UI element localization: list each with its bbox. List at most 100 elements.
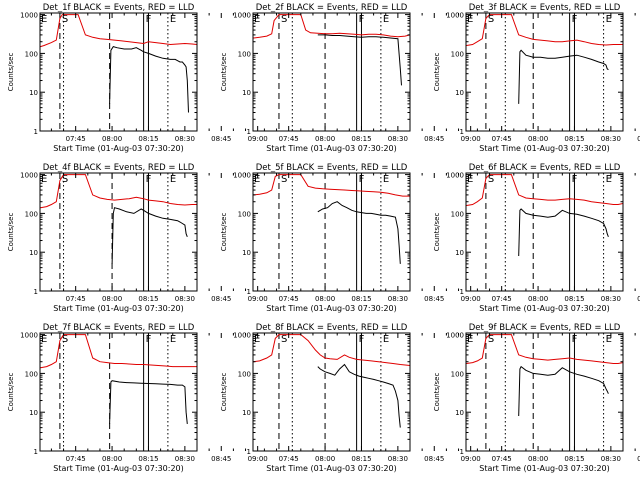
y-tick-label: 1 — [247, 448, 251, 456]
y-tick-label: 100 — [25, 210, 38, 218]
x-tick-label: 08:45 — [424, 295, 444, 303]
x-tick-label: 07:45 — [279, 295, 299, 303]
marker-label-e: E — [254, 174, 260, 185]
y-tick-label: 1 — [34, 448, 38, 456]
x-tick-label: 08:00 — [102, 455, 122, 463]
x-tick-label: 08:45 — [211, 295, 231, 303]
events-series-line — [317, 201, 401, 264]
x-tick-label: 08:00 — [102, 135, 122, 143]
marker-label-e: E — [170, 174, 176, 185]
x-tick-label: 08:45 — [211, 135, 231, 143]
x-tick-label: 08:15 — [564, 135, 584, 143]
x-axis-label: Start Time (01-Aug-03 07:30:20) — [53, 144, 184, 153]
x-tick-label: 08:30 — [175, 135, 195, 143]
lld-series-line — [466, 14, 623, 46]
x-tick-label: 08:45 — [424, 455, 444, 463]
marker-label-s: S — [62, 334, 68, 345]
x-tick-label: 08:30 — [601, 455, 621, 463]
events-series-line — [317, 34, 402, 86]
y-tick-label: 1 — [34, 128, 38, 136]
events-series-line — [109, 380, 188, 424]
series-group — [253, 174, 410, 264]
marker-label-f: F — [572, 334, 578, 345]
marker-lines — [485, 333, 605, 451]
y-tick-label: 1000 — [446, 172, 464, 180]
plot-frame — [465, 172, 624, 292]
x-tick-label: 08:30 — [175, 455, 195, 463]
y-tick-label: 100 — [451, 210, 464, 218]
series-group — [466, 14, 623, 104]
x-tick-label: 09:00 — [461, 455, 481, 463]
plot-frame — [252, 172, 411, 292]
x-tick-label: 08:15 — [138, 135, 158, 143]
marker-lines — [485, 13, 605, 131]
y-tick-label: 1000 — [446, 12, 464, 20]
plot-title: Det_2f BLACK = Events, RED = LLD — [256, 3, 408, 13]
plot-title: Det_8f BLACK = Events, RED = LLD — [256, 323, 408, 333]
marker-label-s: S — [488, 334, 494, 345]
marker-label-s: S — [488, 14, 494, 25]
y-tick-label: 10 — [242, 249, 251, 257]
plot-panel-8: Det_8f BLACK = Events, RED = LLD Counts/s… — [220, 323, 481, 473]
x-tick-label: 08:15 — [351, 135, 371, 143]
x-tick-label: 08:00 — [315, 295, 335, 303]
x-axis-label: Start Time (01-Aug-03 07:30:20) — [479, 304, 610, 313]
x-tick-label: 09:00 — [461, 135, 481, 143]
marker-label-e: E — [41, 14, 47, 25]
y-tick-label: 100 — [451, 370, 464, 378]
marker-lines — [278, 333, 382, 451]
marker-label-f: F — [572, 14, 578, 25]
marker-label-f: F — [146, 14, 152, 25]
y-tick-label: 100 — [451, 50, 464, 58]
x-tick-label: 08:00 — [102, 295, 122, 303]
y-axis-label: Counts/sec — [7, 373, 15, 412]
x-tick-label: 08:15 — [351, 295, 371, 303]
y-tick-label: 10 — [29, 249, 38, 257]
x-tick-label: 08:15 — [351, 455, 371, 463]
x-tick-label: 09:00 — [248, 455, 268, 463]
plot-title: Det_1f BLACK = Events, RED = LLD — [43, 3, 195, 13]
y-axis-label: Counts/sec — [220, 213, 228, 252]
marker-label-e: E — [170, 334, 176, 345]
plot-frame — [465, 12, 624, 132]
y-tick-label: 10 — [455, 89, 464, 97]
x-tick-label: 08:00 — [528, 455, 548, 463]
marker-label-e: E — [254, 14, 260, 25]
plot-panel-9: Det_9f BLACK = Events, RED = LLD Counts/s… — [433, 323, 640, 473]
plot-panel-4: Det_4f BLACK = Events, RED = LLD Counts/s… — [7, 163, 268, 313]
plot-frame — [252, 12, 411, 132]
events-series-line — [518, 365, 609, 417]
y-tick-label: 100 — [25, 370, 38, 378]
series-group — [40, 14, 197, 113]
plot-frame — [39, 172, 198, 292]
y-tick-label: 1000 — [20, 332, 38, 340]
x-tick-label: 08:30 — [388, 455, 408, 463]
x-tick-label: 08:00 — [315, 455, 335, 463]
x-tick-label: 09:00 — [248, 295, 268, 303]
series-group — [40, 174, 197, 264]
x-tick-label: 08:30 — [388, 295, 408, 303]
y-tick-label: 1000 — [233, 172, 251, 180]
x-tick-label: 08:45 — [637, 135, 640, 143]
y-axis-label: Counts/sec — [220, 373, 228, 412]
marker-lines — [59, 173, 169, 291]
x-tick-label: 07:45 — [279, 455, 299, 463]
x-tick-label: 08:00 — [315, 135, 335, 143]
marker-label-f: F — [359, 334, 365, 345]
marker-label-e: E — [170, 14, 176, 25]
y-axis-label: Counts/sec — [7, 213, 15, 252]
plot-title: Det_3f BLACK = Events, RED = LLD — [469, 3, 621, 13]
marker-label-f: F — [359, 174, 365, 185]
marker-label-e: E — [606, 334, 612, 345]
lld-series-line — [253, 334, 410, 366]
plot-panel-2: Det_2f BLACK = Events, RED = LLD Counts/s… — [220, 3, 481, 153]
plot-frame — [39, 12, 198, 132]
series-group — [40, 334, 197, 424]
y-tick-label: 10 — [242, 89, 251, 97]
y-tick-label: 100 — [238, 210, 251, 218]
plot-panel-7: Det_7f BLACK = Events, RED = LLD Counts/s… — [7, 323, 268, 473]
marker-label-f: F — [359, 14, 365, 25]
x-tick-label: 08:15 — [138, 455, 158, 463]
y-tick-label: 100 — [238, 370, 251, 378]
